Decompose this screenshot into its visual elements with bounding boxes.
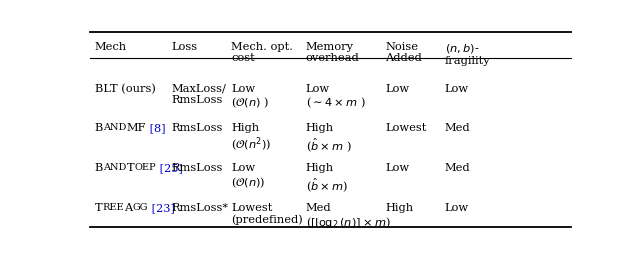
Text: AND: AND (103, 163, 127, 172)
Text: Memory
overhead: Memory overhead (306, 42, 360, 63)
Text: AND: AND (103, 123, 127, 132)
Text: B: B (95, 163, 103, 173)
Text: Mech: Mech (95, 42, 127, 52)
Text: $(n, b)$-
fragility: $(n, b)$- fragility (445, 42, 490, 67)
Text: MF: MF (127, 123, 146, 133)
Text: Mech. opt.
cost: Mech. opt. cost (231, 42, 293, 63)
Text: Med
($\lceil \log_2(n) \rceil \times m$): Med ($\lceil \log_2(n) \rceil \times m$) (306, 203, 390, 230)
Text: Lowest: Lowest (385, 123, 426, 133)
Text: Low
($\mathcal{O}(n)$ ): Low ($\mathcal{O}(n)$ ) (231, 84, 269, 110)
Text: Low: Low (445, 203, 468, 213)
Text: High
($\hat{b} \times m$ ): High ($\hat{b} \times m$ ) (306, 123, 351, 154)
Text: Low
($\sim 4 \times m$ ): Low ($\sim 4 \times m$ ) (306, 84, 365, 110)
Text: Lowest
(predefined): Lowest (predefined) (231, 203, 303, 225)
Text: High
($\mathcal{O}(n^2)$): High ($\mathcal{O}(n^2)$) (231, 123, 271, 154)
Text: Med: Med (445, 163, 470, 173)
Text: B: B (95, 123, 103, 133)
Text: Low: Low (445, 84, 468, 94)
Text: BLT (ours): BLT (ours) (95, 84, 156, 94)
Text: GG: GG (132, 203, 148, 212)
Text: RmsLoss: RmsLoss (172, 123, 223, 133)
Text: MaxLoss/
RmsLoss: MaxLoss/ RmsLoss (172, 84, 227, 105)
Text: Low: Low (385, 163, 409, 173)
Text: High
($\hat{b} \times m$): High ($\hat{b} \times m$) (306, 163, 348, 194)
Text: [23]: [23] (148, 203, 175, 213)
Text: T: T (95, 203, 102, 213)
Text: Low
($\mathcal{O}(n)$): Low ($\mathcal{O}(n)$) (231, 163, 266, 190)
Text: RmsLoss: RmsLoss (172, 163, 223, 173)
Text: Loss: Loss (172, 42, 198, 52)
Text: Low: Low (385, 84, 409, 94)
Text: Noise
Added: Noise Added (385, 42, 422, 63)
Text: [8]: [8] (146, 123, 166, 133)
Text: OEP: OEP (134, 163, 156, 172)
Text: T: T (127, 163, 134, 173)
Text: [25]: [25] (156, 163, 183, 173)
Text: High: High (385, 203, 413, 213)
Text: REE: REE (102, 203, 124, 212)
Text: Med: Med (445, 123, 470, 133)
Text: RmsLoss*: RmsLoss* (172, 203, 228, 213)
Text: A: A (124, 203, 132, 213)
